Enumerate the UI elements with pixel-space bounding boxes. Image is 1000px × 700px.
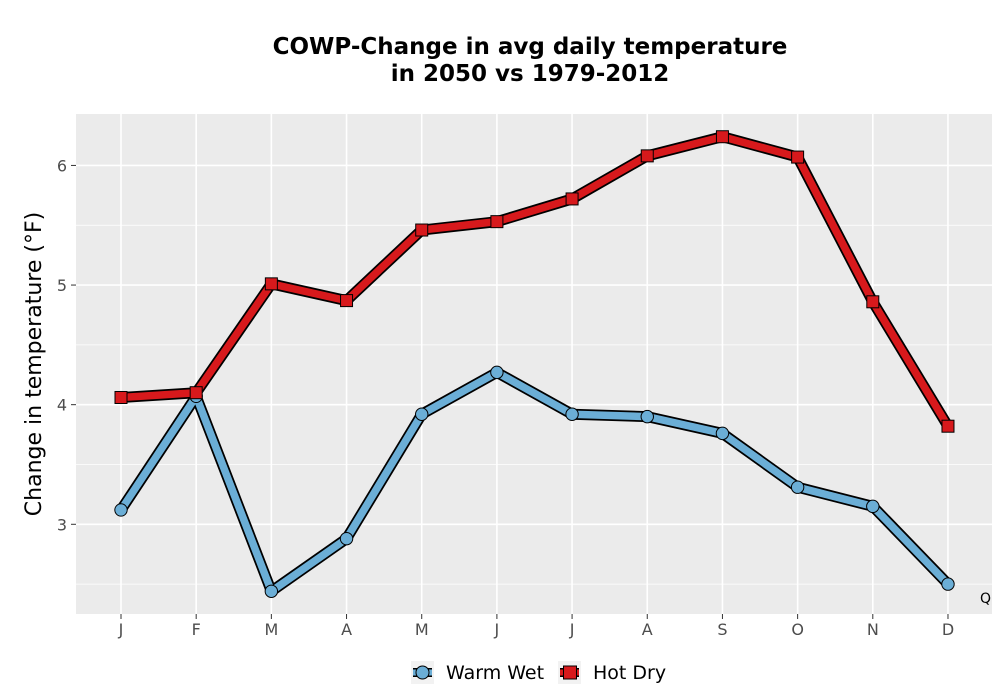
legend-key-hot-dry: [558, 661, 581, 684]
x-tick-label: F: [192, 620, 201, 639]
x-tick-label: J: [569, 620, 575, 639]
y-axis: 3 4 5 6: [57, 156, 76, 534]
x-tick-label: S: [717, 620, 727, 639]
data-point-hot-dry: [189, 386, 203, 400]
data-point-hot-dry: [640, 149, 654, 163]
x-tick-label: J: [494, 620, 500, 639]
data-point-warm-wet: [490, 365, 504, 380]
legend: Warm Wet Hot Dry: [411, 661, 666, 684]
series-line-warm-wet: [117, 368, 951, 596]
y-tick-label: 4: [57, 396, 67, 415]
data-point-warm-wet: [866, 499, 880, 514]
series-layer: [114, 130, 955, 598]
data-point-warm-wet: [264, 584, 279, 598]
plot-panel: [76, 114, 992, 614]
y-axis-label: Change in temperature (°F): [22, 212, 47, 516]
chart-title-line-2: in 2050 vs 1979-2012: [391, 61, 670, 87]
x-tick-label: M: [264, 620, 278, 639]
data-point-warm-wet: [941, 577, 955, 591]
x-tick-label: M: [415, 620, 429, 639]
data-point-warm-wet: [790, 480, 805, 494]
data-point-hot-dry: [264, 277, 278, 291]
corner-annotation: Q: [980, 591, 991, 607]
legend-key-warm-wet: [411, 661, 434, 684]
data-point-hot-dry: [715, 130, 729, 144]
chart-title-line-1: COWP-Change in avg daily temperature: [273, 34, 788, 60]
x-tick-label: J: [118, 620, 124, 639]
y-tick-label: 3: [57, 515, 67, 534]
data-point-hot-dry: [866, 295, 880, 309]
data-point-warm-wet: [114, 503, 128, 517]
data-point-warm-wet: [565, 407, 579, 421]
y-tick-label: 6: [57, 156, 67, 175]
data-point-warm-wet: [640, 409, 654, 424]
major-gridlines: [76, 114, 992, 614]
data-point-hot-dry: [565, 192, 579, 206]
data-point-warm-wet: [715, 426, 730, 441]
x-tick-label: A: [642, 620, 653, 639]
x-tick-label: D: [942, 620, 954, 639]
data-point-hot-dry: [941, 419, 955, 433]
legend-label-warm-wet: Warm Wet: [446, 662, 544, 684]
data-point-hot-dry: [114, 390, 128, 404]
legend-label-hot-dry: Hot Dry: [593, 662, 666, 684]
data-point-hot-dry: [490, 215, 504, 229]
data-point-warm-wet: [339, 531, 354, 546]
data-point-hot-dry: [415, 223, 429, 237]
x-tick-label: A: [341, 620, 352, 639]
x-tick-label: N: [867, 620, 879, 639]
series-line-hot-dry: [120, 132, 952, 429]
data-point-warm-wet: [415, 407, 429, 421]
y-tick-label: 5: [57, 276, 67, 295]
data-point-hot-dry: [340, 294, 354, 308]
x-tick-label: O: [791, 620, 804, 639]
data-point-hot-dry: [791, 150, 805, 164]
